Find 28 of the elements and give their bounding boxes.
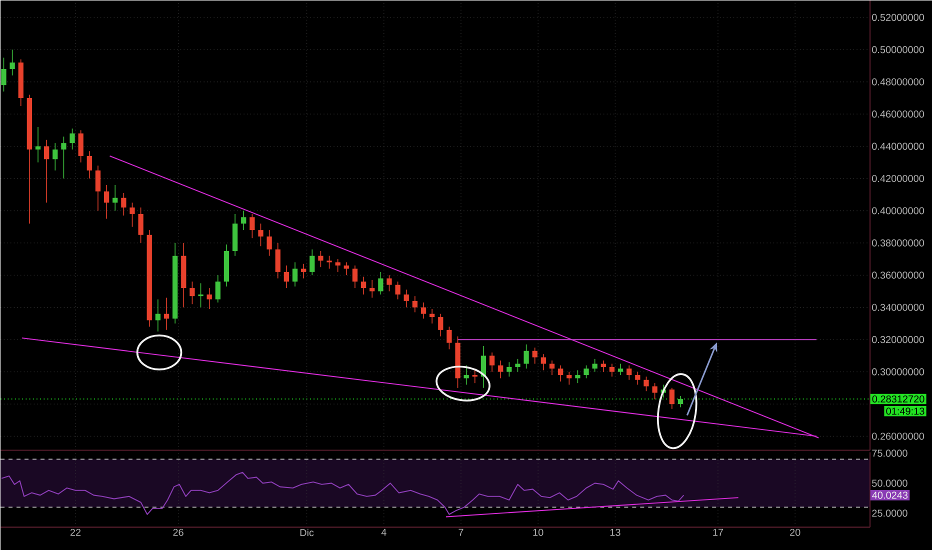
y-tick-label: 0.48000000 [872, 78, 924, 86]
y-tick-label: 0.30000000 [872, 368, 924, 376]
y-tick-label: 0.38000000 [872, 239, 924, 246]
y-tick-label: 0.32000000 [872, 336, 924, 344]
text: 01:49:13 [886, 408, 924, 415]
x-tick-label: 20 [790, 528, 800, 536]
y-tick-label: 25.0000 [872, 510, 908, 517]
x-tick-label: 22 [70, 528, 81, 536]
y-tick-label: 50.0000 [872, 480, 908, 487]
text: 40.0243 [872, 492, 908, 499]
y-tick-label: 0.50000000 [872, 46, 924, 54]
x-tick-label: Dic [300, 528, 314, 536]
y-tick-label: 0.36000000 [872, 272, 924, 279]
x-tick-label: 13 [610, 528, 620, 536]
y-tick-label: 0.42000000 [872, 174, 924, 182]
y-tick-label: 0.44000000 [872, 142, 924, 150]
y-tick-label: 75.0000 [872, 450, 908, 457]
y-tick-label: 0.46000000 [872, 110, 924, 118]
x-tick-label: 10 [533, 528, 544, 536]
y-tick-label: 0.34000000 [872, 304, 924, 311]
x-tick-label: 7 [458, 528, 464, 536]
x-tick-label: 17 [713, 528, 724, 536]
y-tick-label: 0.52000000 [872, 14, 924, 21]
ref-line-label: 0.28312720 [872, 395, 924, 402]
x-tick-label: 4 [381, 528, 386, 536]
x-tick-label: 26 [173, 528, 184, 536]
y-tick-label: 0.26000000 [872, 432, 924, 440]
y-tick-label: 0.40000000 [872, 207, 924, 214]
